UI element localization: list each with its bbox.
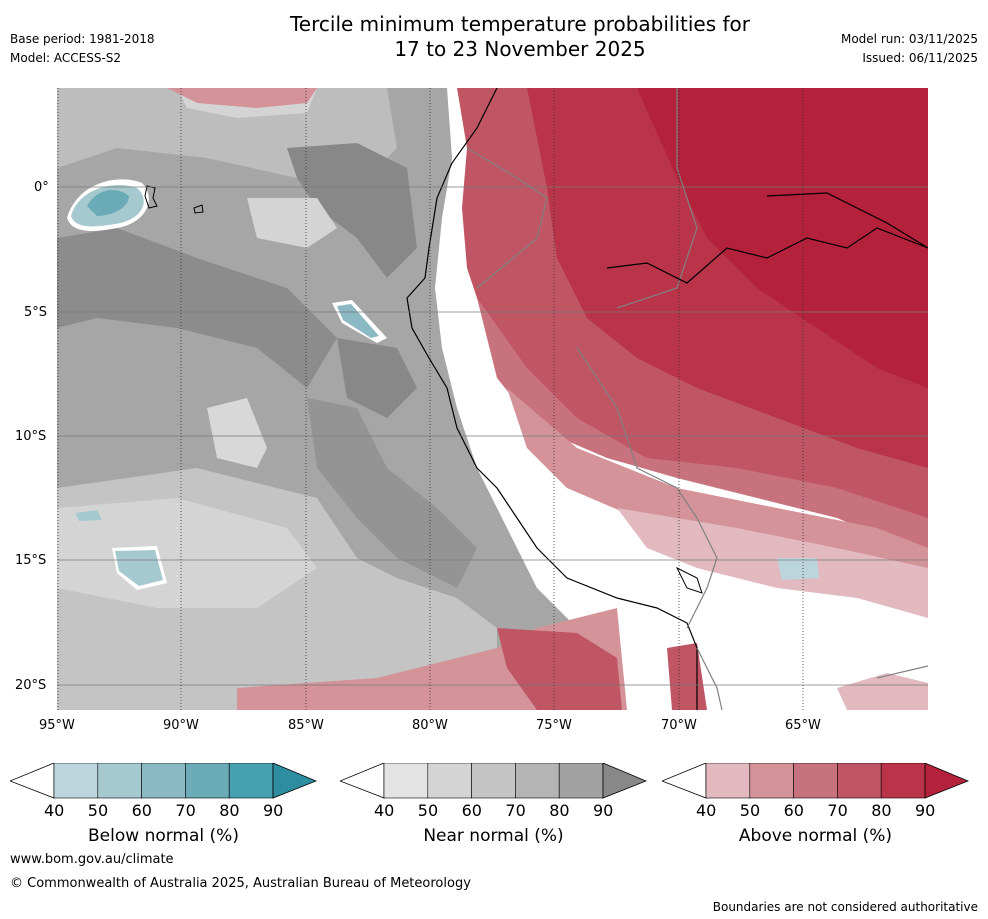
lat-gridlines xyxy=(57,186,928,686)
lon-label-85w: 85°W xyxy=(288,718,324,733)
colorbar-swatch xyxy=(471,762,516,799)
colorbar-end-arrow xyxy=(272,762,318,799)
colorbar-swatch xyxy=(515,762,560,799)
near-normal-40-patch xyxy=(207,398,267,468)
border-colombia xyxy=(616,88,698,309)
colorbar-tick: 50 xyxy=(739,801,761,820)
colorbar-end-arrow xyxy=(602,762,648,799)
colorbar-tick: 70 xyxy=(175,801,196,820)
colorbar-swatch xyxy=(749,762,794,799)
above-normal-90 xyxy=(637,88,928,388)
lon-label-90w: 90°W xyxy=(163,718,199,733)
colorbar-swatch xyxy=(141,762,186,799)
colorbar-swatch xyxy=(427,762,472,799)
map-title: Tercile minimum temperature probabilitie… xyxy=(0,12,988,62)
near-normal-50-sw xyxy=(57,498,317,608)
above-normal-40 xyxy=(617,508,928,618)
colorbar-tick: 40 xyxy=(44,801,65,820)
above-normal-60 xyxy=(477,298,928,558)
below-normal-land-patch xyxy=(777,558,819,580)
copyright: © Commonwealth of Australia 2025, Austra… xyxy=(10,876,471,891)
above-normal-se xyxy=(837,673,928,710)
near-normal-80-c xyxy=(337,338,417,418)
lake-titicaca xyxy=(675,566,703,594)
probability-map xyxy=(57,88,928,710)
colorbar-swatch xyxy=(185,762,230,799)
colorbar-above xyxy=(660,762,970,799)
below-normal-70-a xyxy=(87,190,129,216)
colorbar-tick: 80 xyxy=(549,801,570,820)
lon-label-75w: 75°W xyxy=(536,718,572,733)
below-normal-50-c xyxy=(115,550,163,586)
galapagos-island xyxy=(144,185,158,209)
model-run: Model run: 03/11/2025 xyxy=(840,32,978,46)
colorbar-tick: 70 xyxy=(827,801,848,820)
below-normal-patch-d xyxy=(75,510,102,521)
colorbar-tick: 90 xyxy=(593,801,614,820)
colorbar-tick: 90 xyxy=(915,801,936,820)
lon-label-80w: 80°W xyxy=(412,718,448,733)
colorbar-above-label: Above normal (%) xyxy=(738,826,893,846)
colorbar-swatch xyxy=(837,762,882,799)
colorbar-swatch xyxy=(793,762,838,799)
colorbar-tick: 60 xyxy=(461,801,482,820)
colorbar-tick: 40 xyxy=(696,801,717,820)
issued-date: Issued: 06/11/2025 xyxy=(862,51,978,65)
lat-label-15s: 15°S xyxy=(15,553,47,568)
coastline xyxy=(406,88,698,710)
near-normal-80-b xyxy=(57,228,337,388)
galapagos-island-2 xyxy=(193,204,204,214)
colorbar-swatch xyxy=(383,762,429,799)
base-period: Base period: 1981-2018 xyxy=(10,32,155,46)
colorbar-swatch xyxy=(97,762,142,799)
colorbar-swatch xyxy=(705,762,751,799)
amazon-river xyxy=(606,227,928,284)
lon-label-70w: 70°W xyxy=(661,718,697,733)
map-svg xyxy=(57,88,928,710)
lat-label-0: 0° xyxy=(34,180,49,195)
border-ecuador xyxy=(466,147,548,289)
near-normal-70-south xyxy=(307,398,477,588)
lat-label-20s: 20°S xyxy=(15,678,47,693)
colorbar-swatch xyxy=(53,762,99,799)
colorbar-swatch xyxy=(558,762,604,799)
colorbar-tick: 50 xyxy=(87,801,109,820)
colorbar-near-svg xyxy=(338,762,648,799)
colorbar-below-svg xyxy=(8,762,318,799)
rio-negro xyxy=(766,192,928,249)
lat-label-10s: 10°S xyxy=(15,429,47,444)
colorbar-below xyxy=(8,762,318,799)
lat-label-5s: 5°S xyxy=(24,305,48,320)
lon-label-65w: 65°W xyxy=(785,718,821,733)
colorbar-end-arrow xyxy=(924,762,970,799)
colorbar-near xyxy=(338,762,648,799)
colorbar-tick: 80 xyxy=(871,801,892,820)
title-line-1: Tercile minimum temperature probabilitie… xyxy=(289,12,751,36)
website-link[interactable]: www.bom.gov.au/climate xyxy=(10,852,174,867)
colorbar-swatch xyxy=(880,762,926,799)
above-normal-south-70 xyxy=(497,628,622,710)
colorbar-tick: 50 xyxy=(417,801,439,820)
colorbar-tick: 80 xyxy=(219,801,240,820)
colorbar-tick: 40 xyxy=(374,801,395,820)
disclaimer: Boundaries are not considered authoritat… xyxy=(712,900,978,914)
above-normal-north-ocean xyxy=(167,88,317,108)
border-paraguay xyxy=(876,665,928,679)
below-normal-60-b xyxy=(337,304,379,338)
colorbar-tick: 70 xyxy=(505,801,526,820)
colorbar-near-label: Near normal (%) xyxy=(423,826,564,846)
colorbar-below-label: Below normal (%) xyxy=(88,826,239,846)
border-chile-bolivia xyxy=(696,647,723,710)
model-name: Model: ACCESS-S2 xyxy=(10,51,122,65)
colorbar-swatch xyxy=(228,762,274,799)
colorbar-tick: 90 xyxy=(263,801,284,820)
near-normal-40-patch-2 xyxy=(247,198,337,248)
colorbar-tick: 60 xyxy=(783,801,804,820)
colorbar-tick: 60 xyxy=(131,801,152,820)
lon-label-95w: 95°W xyxy=(39,718,75,733)
border-peru-brazil xyxy=(576,347,718,629)
title-line-2: 17 to 23 November 2025 xyxy=(394,37,646,61)
colorbar-above-svg xyxy=(660,762,970,799)
near-normal-80-a xyxy=(287,143,417,278)
